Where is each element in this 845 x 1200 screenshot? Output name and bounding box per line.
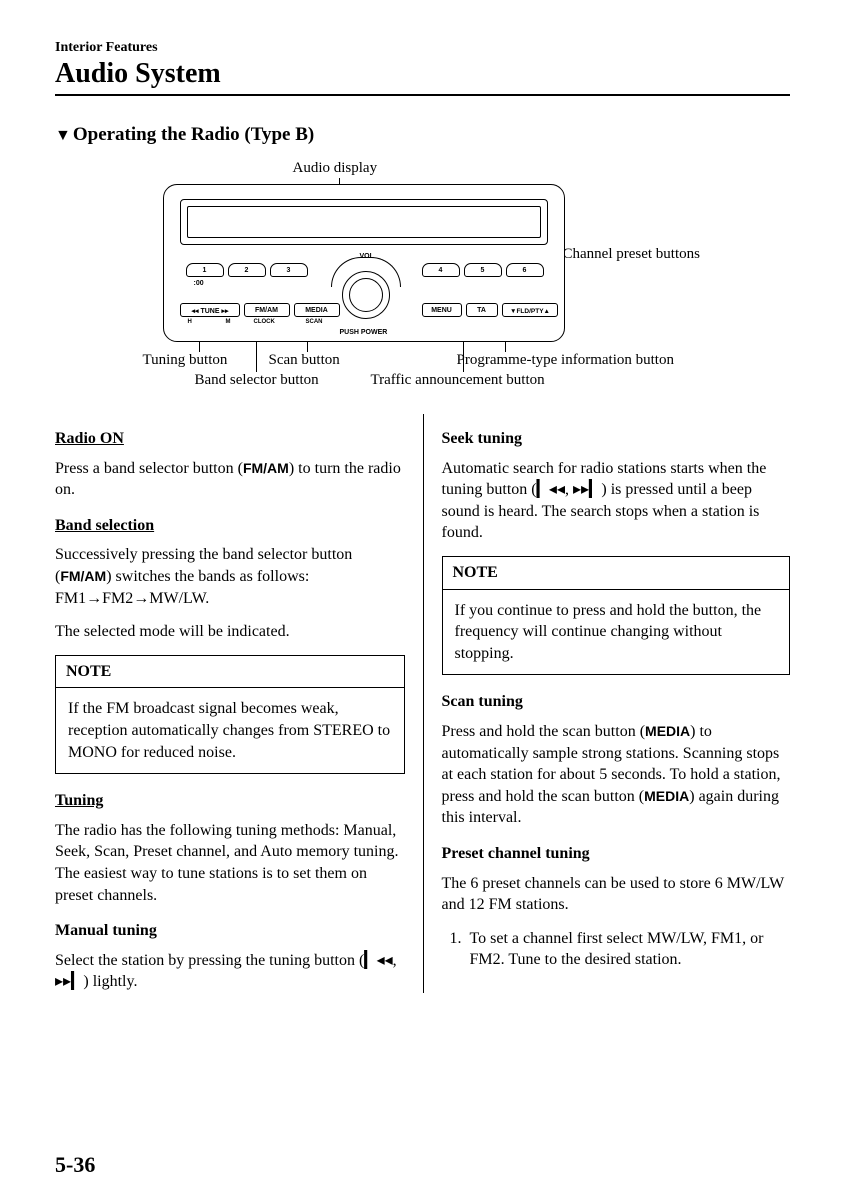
divider: [55, 94, 790, 96]
note-box-2: NOTE If you continue to press and hold t…: [442, 556, 791, 675]
band-selection-text: Successively pressing the band selector …: [55, 544, 405, 609]
preset-step-1: To set a channel first select MW/LW, FM1…: [466, 928, 791, 971]
page-number: 5-36: [55, 1152, 95, 1178]
label-channel-preset: Channel preset buttons: [563, 246, 700, 263]
label-00: :00: [194, 280, 204, 287]
fld-pty-button: ▼FLD/PTY▲: [502, 303, 558, 317]
note-box-1: NOTE If the FM broadcast signal becomes …: [55, 655, 405, 774]
audio-display: [180, 199, 548, 245]
note-body-2: If you continue to press and hold the bu…: [443, 590, 790, 675]
preset-steps: To set a channel first select MW/LW, FM1…: [442, 928, 791, 971]
preset-3: 3: [270, 263, 308, 277]
menu-button: MENU: [422, 303, 462, 317]
volume-knob: [342, 271, 390, 319]
label-programme-type: Programme-type information button: [457, 352, 674, 369]
label-scan-button: Scan button: [269, 352, 340, 369]
radio-on-heading: Radio ON: [55, 428, 405, 450]
prev-icon: ▎◂◂: [537, 481, 565, 498]
band-selection-heading: Band selection: [55, 515, 405, 537]
label-tuning-button: Tuning button: [143, 352, 228, 369]
preset-6: 6: [506, 263, 544, 277]
note-label: NOTE: [443, 557, 790, 590]
svg-text:▼FLD/PTY▲: ▼FLD/PTY▲: [510, 308, 550, 315]
media-button: MEDIA: [294, 303, 340, 317]
right-column: Seek tuning Automatic search for radio s…: [423, 414, 791, 993]
scan-tuning-text: Press and hold the scan button (MEDIA) t…: [442, 721, 791, 829]
tune-button: ◂◂ TUNE ▸▸: [180, 303, 240, 317]
scan-tuning-heading: Scan tuning: [442, 691, 791, 713]
breadcrumb: Interior Features: [55, 40, 790, 56]
radio-on-text: Press a band selector button (FM/AM) to …: [55, 458, 405, 501]
left-column: Radio ON Press a band selector button (F…: [55, 414, 423, 993]
clock-label: CLOCK: [254, 319, 275, 325]
section-heading: Operating the Radio (Type B): [55, 124, 790, 146]
preset-4: 4: [422, 263, 460, 277]
note-body-1: If the FM broadcast signal becomes weak,…: [56, 688, 404, 773]
tuning-heading: Tuning: [55, 790, 405, 812]
h-label: H: [188, 319, 192, 325]
prev-icon: ▎◂◂: [364, 952, 392, 969]
tuning-text: The radio has the following tuning metho…: [55, 820, 405, 906]
preset-5: 5: [464, 263, 502, 277]
band-selection-text2: The selected mode will be indicated.: [55, 621, 405, 643]
next-icon: ▸▸▎: [55, 973, 83, 990]
preset-1: 1: [186, 263, 224, 277]
preset-2: 2: [228, 263, 266, 277]
manual-tuning-heading: Manual tuning: [55, 920, 405, 942]
page-title: Audio System: [55, 58, 790, 90]
radio-body: 1 2 3 4 5 6 :00 VOL PUSH POWER ◂◂ TUNE ▸…: [163, 184, 565, 342]
m-label: M: [226, 319, 231, 325]
label-audio-display: Audio display: [293, 160, 378, 177]
label-band-selector: Band selector button: [195, 372, 319, 389]
note-label: NOTE: [56, 656, 404, 689]
push-power-label: PUSH POWER: [340, 329, 388, 336]
svg-text:◂◂ TUNE ▸▸: ◂◂ TUNE ▸▸: [190, 308, 228, 315]
label-traffic-announcement: Traffic announcement button: [371, 372, 545, 389]
scan-label: SCAN: [306, 319, 323, 325]
seek-tuning-heading: Seek tuning: [442, 428, 791, 450]
ta-button: TA: [466, 303, 498, 317]
radio-diagram: Audio display Channel preset buttons Tun…: [83, 164, 763, 394]
fm-am-button: FM/AM: [244, 303, 290, 317]
preset-channel-text: The 6 preset channels can be used to sto…: [442, 873, 791, 916]
seek-tuning-text: Automatic search for radio stations star…: [442, 458, 791, 544]
next-icon: ▸▸▎: [573, 481, 601, 498]
vol-label: VOL: [360, 253, 374, 260]
preset-channel-heading: Preset channel tuning: [442, 843, 791, 865]
manual-tuning-text: Select the station by pressing the tunin…: [55, 950, 405, 993]
